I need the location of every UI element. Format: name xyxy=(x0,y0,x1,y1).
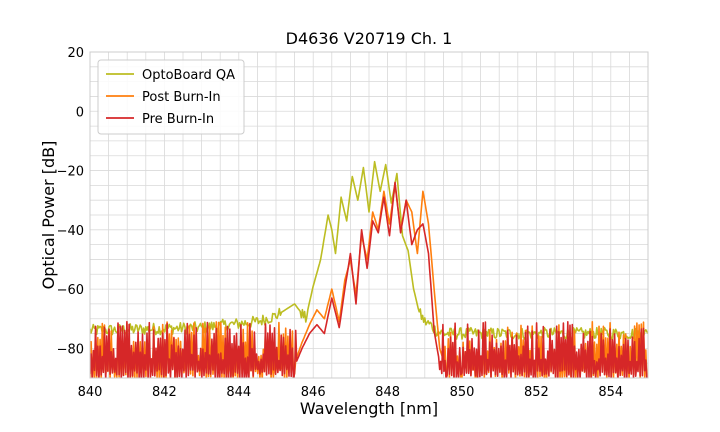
legend-label: Post Burn-In xyxy=(142,90,221,105)
x-tick-labels: 840 842 844 846 848 850 852 854 xyxy=(78,385,624,400)
legend-label: Pre Burn-In xyxy=(142,112,214,127)
series-line xyxy=(90,160,648,341)
series-layer xyxy=(90,160,648,378)
x-tick-label: 854 xyxy=(598,385,623,400)
plot-frame xyxy=(89,51,649,379)
x-axis-title: Wavelength [nm] xyxy=(300,399,438,418)
x-tick-label: 848 xyxy=(375,385,400,400)
y-tick-label: 0 xyxy=(76,105,84,120)
legend-label: OptoBoard QA xyxy=(142,68,235,83)
y-tick-label: −80 xyxy=(57,342,84,357)
x-tick-label: 846 xyxy=(301,385,326,400)
x-tick-label: 850 xyxy=(450,385,475,400)
series-line xyxy=(90,181,648,378)
x-tick-label: 844 xyxy=(226,385,251,400)
x-tick-label: 840 xyxy=(78,385,103,400)
x-tick-label: 852 xyxy=(524,385,549,400)
x-tick-label: 842 xyxy=(152,385,177,400)
y-tick-label: −20 xyxy=(57,165,84,180)
y-tick-label: 20 xyxy=(67,46,84,61)
legend: OptoBoard QA Post Burn-In Pre Burn-In xyxy=(97,59,245,135)
y-axis-title: Optical Power [dB] xyxy=(39,141,58,290)
y-tick-label: −40 xyxy=(57,224,84,239)
y-tick-labels: 20 0 −20 −40 −60 −80 xyxy=(57,46,84,357)
chart-title: D4636 V20719 Ch. 1 xyxy=(286,29,453,48)
legend-box xyxy=(97,59,245,135)
y-tick-label: −60 xyxy=(57,283,84,298)
